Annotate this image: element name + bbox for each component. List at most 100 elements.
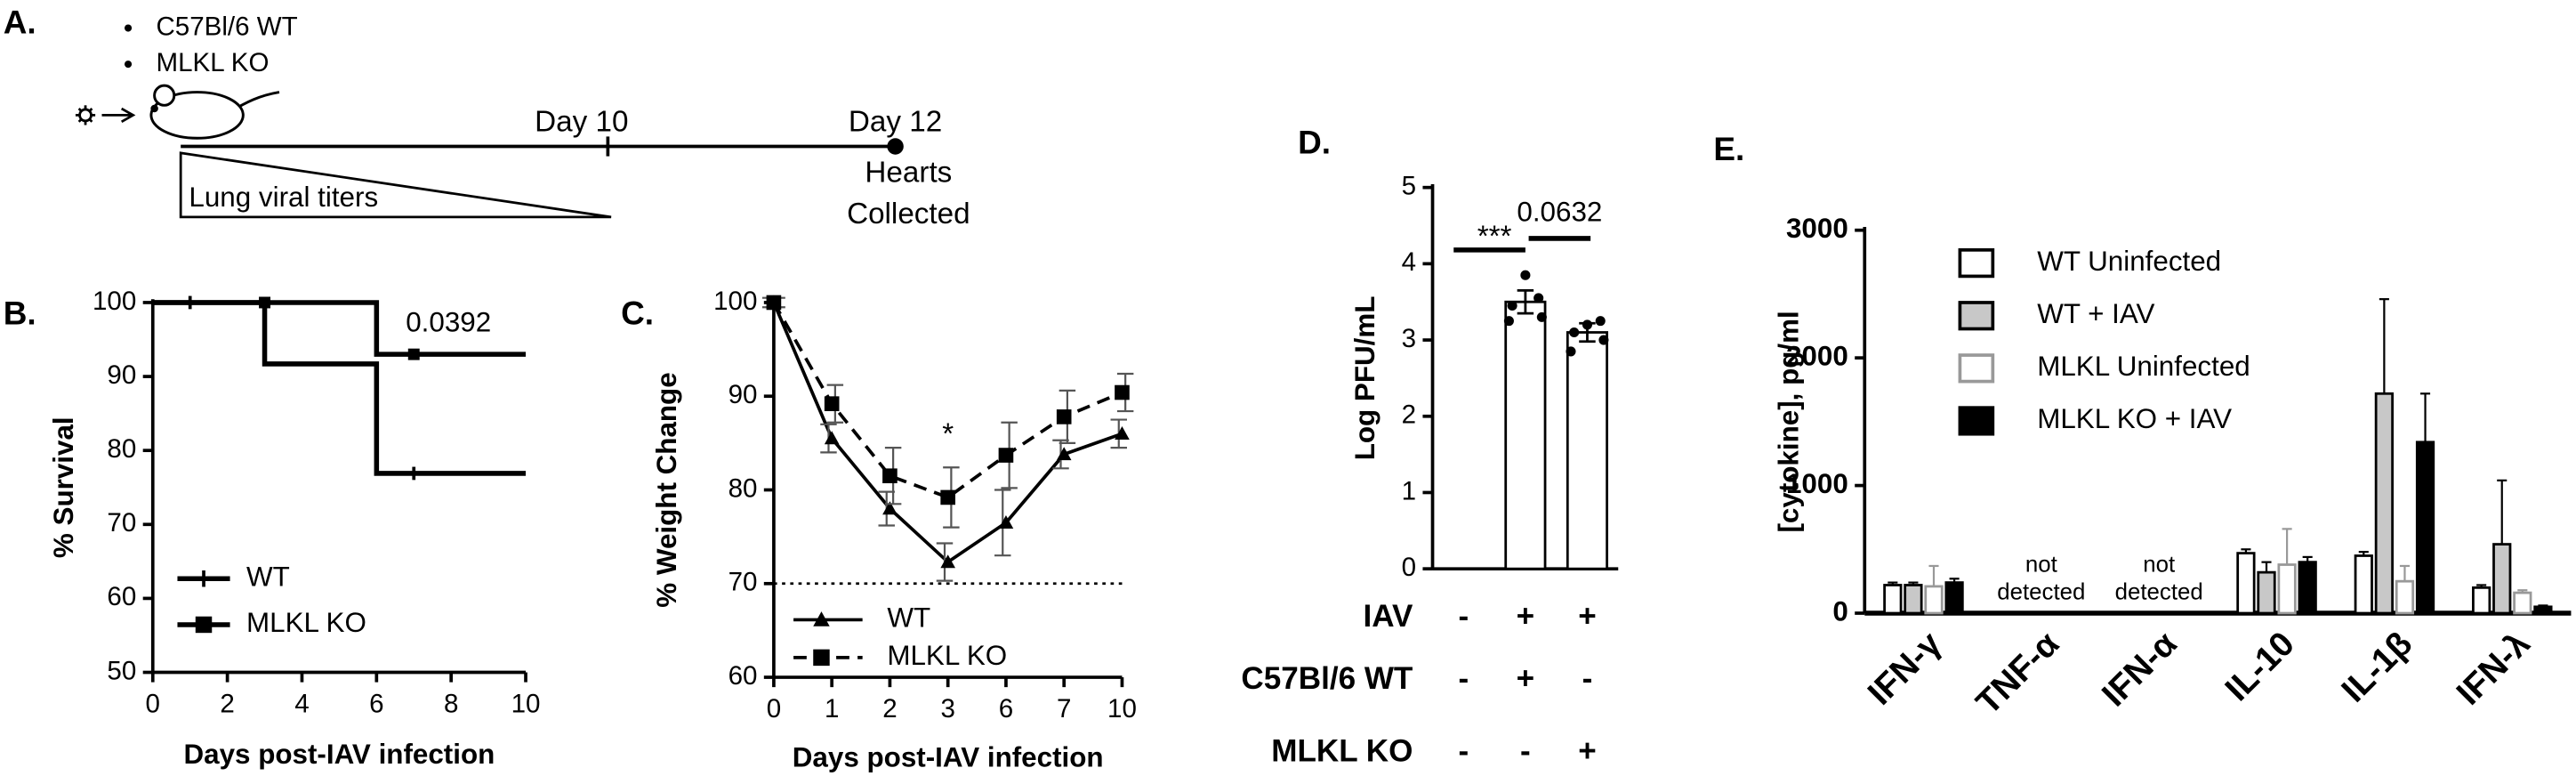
y-axis-label: [cytokine], pg/ml xyxy=(1773,311,1804,532)
bar xyxy=(2257,570,2276,615)
x-tick-label: 3 xyxy=(940,694,954,723)
table-cell: + xyxy=(1517,599,1535,634)
bar xyxy=(2277,563,2297,615)
x-tick-label: IFN-γ xyxy=(1861,624,1949,712)
bullet-text: MLKL KO xyxy=(156,48,269,77)
legend-marker xyxy=(813,649,830,667)
marker xyxy=(940,489,955,505)
data-point xyxy=(1534,293,1544,303)
bar xyxy=(2533,605,2553,615)
annotation: 0.0392 xyxy=(406,306,491,337)
marker xyxy=(998,515,1014,529)
marker xyxy=(1115,384,1130,400)
marker xyxy=(824,431,840,445)
table-cell: - xyxy=(1458,661,1469,696)
data-point xyxy=(1569,327,1580,338)
x-tick-label: IL-10 xyxy=(2218,625,2302,708)
panel-letter: E. xyxy=(1713,131,1744,167)
legend-swatch xyxy=(1958,406,1995,436)
timeline-end xyxy=(887,138,904,155)
y-tick-label: 3000 xyxy=(1786,213,1848,244)
y-tick-label: 60 xyxy=(107,582,136,611)
legend-label: WT + IAV xyxy=(2037,298,2154,329)
bullet xyxy=(124,61,133,69)
x-tick-label: 8 xyxy=(444,689,458,718)
marker xyxy=(882,501,898,515)
x-tick-label: 0 xyxy=(146,689,160,718)
y-tick-label: 100 xyxy=(713,287,757,316)
timeline-label: Day 12 xyxy=(849,105,942,138)
legend-marker xyxy=(195,616,213,634)
bar xyxy=(1566,331,1608,570)
bar xyxy=(2492,543,2512,615)
x-tick-label: 2 xyxy=(220,689,234,718)
y-tick-label: 1 xyxy=(1402,476,1416,505)
bar xyxy=(2374,392,2394,615)
legend-label: MLKL Uninfected xyxy=(2037,351,2250,382)
table-cell: + xyxy=(1578,733,1597,768)
legend-swatch xyxy=(1958,248,1995,279)
y-axis-label: % Weight Change xyxy=(651,372,682,607)
panel-letter: A. xyxy=(4,4,36,41)
x-tick-label: 0 xyxy=(767,694,781,723)
legend-label: WT xyxy=(246,562,290,593)
data-point xyxy=(1566,346,1576,357)
marker xyxy=(998,448,1014,463)
table-cell: + xyxy=(1578,599,1597,634)
y-tick-label: 90 xyxy=(107,360,136,390)
legend-label: MLKL KO xyxy=(887,640,1007,671)
data-point xyxy=(1598,335,1609,345)
y-tick-label: 50 xyxy=(107,656,136,685)
annotation: detected xyxy=(2115,580,2203,605)
legend-swatch xyxy=(1958,301,1995,331)
y-tick-label: 60 xyxy=(729,661,758,691)
x-tick-label: IL-1β xyxy=(2334,625,2419,710)
y-tick-label: 2 xyxy=(1402,400,1416,430)
table-row-label: IAV xyxy=(1363,599,1413,634)
legend-label: MLKL KO xyxy=(246,607,366,638)
x-tick-label: 6 xyxy=(999,694,1013,723)
y-tick-label: 4 xyxy=(1402,247,1416,277)
marker xyxy=(766,295,782,311)
bar xyxy=(2236,552,2256,615)
marker xyxy=(407,348,420,360)
marker xyxy=(882,468,898,484)
titer-triangle xyxy=(179,151,612,219)
x-tick-label: 1 xyxy=(825,694,839,723)
annotation: not xyxy=(2143,552,2175,577)
table-cell: - xyxy=(1520,733,1531,768)
y-axis-label: Log PFU/mL xyxy=(1349,296,1381,461)
legend-marker xyxy=(813,611,830,626)
legend-swatch xyxy=(1958,353,1995,384)
panel-a: A. C57Bl/6 WT MLKL KO Day 10 Day 12 Hear… xyxy=(4,4,970,230)
table-row-label: MLKL KO xyxy=(1271,733,1413,768)
bullet xyxy=(124,24,133,32)
data-point xyxy=(1503,316,1514,327)
marker xyxy=(259,296,271,309)
bar xyxy=(1924,585,1944,615)
y-tick-label: 80 xyxy=(107,434,136,464)
marker xyxy=(1056,447,1072,461)
bullet-text: C57Bl/6 WT xyxy=(156,12,297,41)
data-point xyxy=(1520,270,1531,280)
table-cell: - xyxy=(1458,733,1469,768)
x-axis-label: Days post-IAV infection xyxy=(793,742,1104,773)
bar xyxy=(2472,586,2491,615)
x-tick-label: TNF-α xyxy=(1969,625,2067,723)
data-point xyxy=(1507,300,1517,311)
annotation: 0.0632 xyxy=(1517,197,1602,228)
x-tick-label: IFN-α xyxy=(2095,625,2185,715)
data-point xyxy=(1536,311,1547,322)
bar xyxy=(2298,561,2317,615)
y-tick-label: 2000 xyxy=(1786,340,1848,371)
bar xyxy=(1944,581,1964,615)
marker xyxy=(1056,409,1072,424)
y-tick-label: 90 xyxy=(729,380,758,409)
x-tick-label: 10 xyxy=(1107,694,1137,723)
legend-label: WT Uninfected xyxy=(2037,246,2221,277)
table-cell: - xyxy=(1458,599,1469,634)
bar xyxy=(2513,591,2532,615)
legend-label: MLKL KO + IAV xyxy=(2037,403,2232,434)
y-tick-label: 0 xyxy=(1832,595,1847,626)
